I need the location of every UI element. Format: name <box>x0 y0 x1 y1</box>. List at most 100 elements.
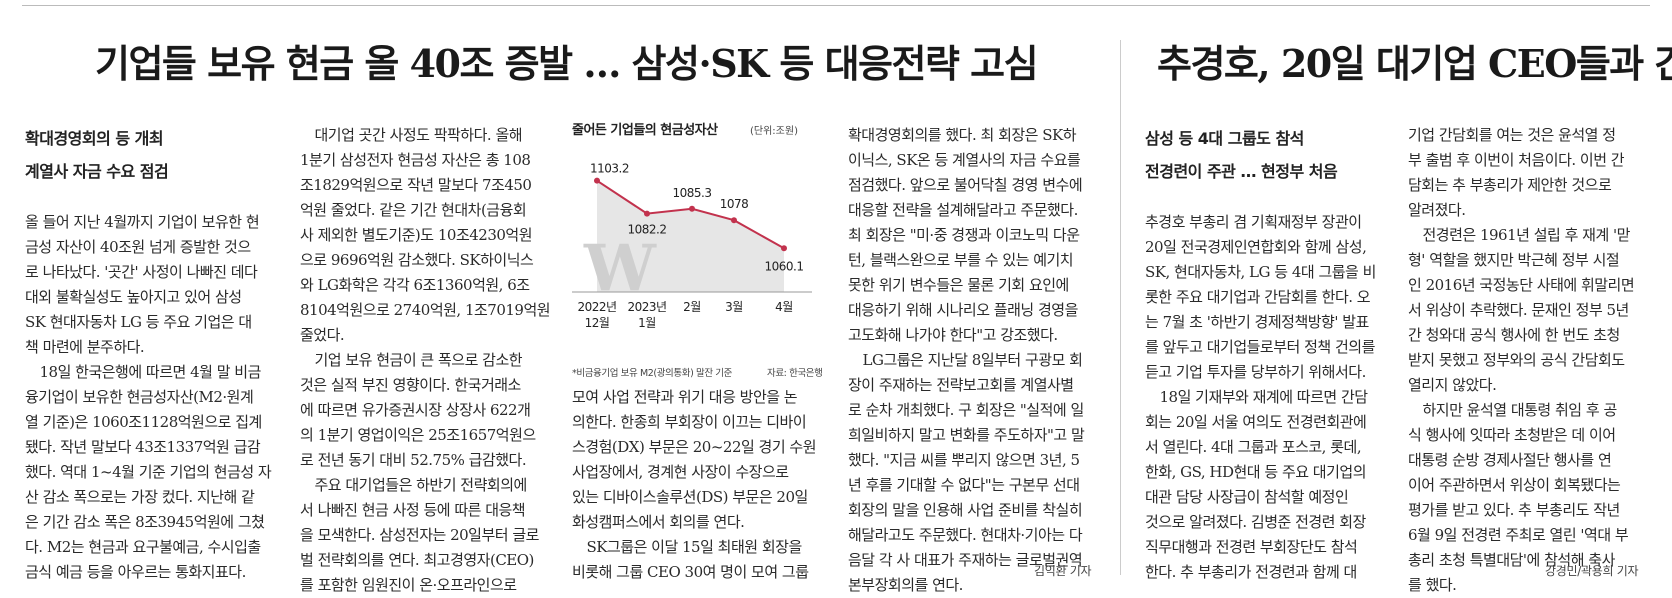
main-subhead-2: 계열사 자금 수요 점검 <box>25 162 169 181</box>
chart-source: 자료: 한국은행 <box>767 367 822 379</box>
text-line: 받지 못했고 정부와의 공식 간담회도 <box>1408 351 1625 369</box>
data-point <box>731 217 737 224</box>
text-line: 산 감소 폭으로는 가장 컸다. 지난해 같 <box>25 488 255 506</box>
text-line: SK, 현대자동차, LG 등 4대 그룹을 비 <box>1145 263 1376 281</box>
text-line: 음달 각 사 대표가 주재하는 글로벌권역 <box>848 551 1083 569</box>
text-line: 식 행사에 잇따라 초청받은 데 이어 <box>1408 426 1616 444</box>
text-line: 주요 대기업들은 하반기 전략회의에 <box>300 476 528 494</box>
text-line: 간 청와대 공식 행사에 한 번도 초청 <box>1408 326 1620 344</box>
text-line: 한화, GS, HD현대 등 주요 대기업의 <box>1145 463 1367 481</box>
text-line: 은 기간 감소 폭은 8조3945억원에 그쳤 <box>25 513 265 531</box>
chart-unit: (단위:조원) <box>750 124 798 137</box>
chart-svg: 줄어든 기업들의 현금성자산 (단위:조원) W 1103.2 1082.2 1085… <box>572 122 823 379</box>
chart-title: 줄어든 기업들의 현금성자산 <box>572 122 718 138</box>
text-line: 확대경영회의를 했다. 최 회장은 SK하 <box>848 126 1077 144</box>
main-subheads: 확대경영회의 등 개최 계열사 자금 수요 점검 <box>25 122 283 188</box>
x-tick-label: 1월 <box>638 316 656 330</box>
data-label: 1060.1 <box>765 259 804 273</box>
side-byline: 강경민/곽용희 기자 <box>1545 564 1639 578</box>
text-line: 했다. "지금 씨를 뿌리지 않으면 3년, 5 <box>848 451 1080 469</box>
text-line: 억원 줄었다. 같은 기간 현대차(금융회 <box>300 201 527 219</box>
text-line: 올 들어 지난 4월까지 기업이 보유한 현 <box>25 213 260 231</box>
text-line: 담회는 추 부총리가 제안한 것으로 <box>1408 176 1612 194</box>
text-line: 한다. 추 부총리가 전경련과 함께 대 <box>1145 563 1357 581</box>
text-line: 대기업 곳간 사정도 팍팍하다. 올해 <box>300 126 523 144</box>
text-line: 20일 전국경제인연합회와 함께 삼성, <box>1145 238 1367 256</box>
text-line: 의 1분기 영업이익은 25조1657억원으 <box>300 426 536 444</box>
top-rule <box>22 5 1650 6</box>
data-point <box>781 245 787 252</box>
text-line: 평가를 받고 있다. 추 부총리도 작년 <box>1408 501 1620 519</box>
data-label: 1082.2 <box>628 223 667 237</box>
text-line: 회장의 말을 인용해 사업 준비를 착실히 <box>848 501 1083 519</box>
data-label: 1078 <box>720 197 749 211</box>
text-line: 를 앞두고 대기업들로부터 정책 건의를 <box>1145 338 1375 356</box>
cash-assets-chart: 줄어든 기업들의 현금성자산 (단위:조원) W 1103.2 1082.2 1085… <box>572 122 830 382</box>
main-col-1-text: 올 들어 지난 4월까지 기업이 보유한 현 금성 자산이 40조원 넘게 증발한… <box>25 210 283 585</box>
text-line: 롯한 주요 대기업과 간담회를 한다. 오 <box>1145 288 1371 306</box>
text-line: SK 현대자동차 LG 등 주요 기업은 대 <box>25 313 252 331</box>
text-line: 기업 간담회를 여는 것은 윤석열 정 <box>1408 126 1616 144</box>
text-line: 알려졌다. <box>1408 201 1466 219</box>
text-line: 대응하기 위해 시나리오 플래닝 경영을 <box>848 301 1078 319</box>
x-tick-label: 12월 <box>585 316 610 330</box>
text-line: 열 기준)은 1060조1128억원으로 집계 <box>25 413 262 431</box>
text-line: 와 LG화학은 각각 6조1360억원, 6조 <box>300 276 530 294</box>
text-line: 는 7월 초 '하반기 경제정책방향' 발표 <box>1145 313 1369 331</box>
text-line: 의한다. 한종희 부회장이 이끄는 디바이 <box>572 413 807 431</box>
text-line: 부 출범 후 이번이 처음이다. 이번 간 <box>1408 151 1625 169</box>
text-line: 대통령 순방 경제사절단 행사를 연 <box>1408 451 1612 469</box>
text-line: 사업장에서, 경계현 사장이 수장으로 <box>572 463 789 481</box>
text-line: 스경험(DX) 부문은 20~22일 경기 수원 <box>572 438 817 456</box>
text-line: 장이 주재하는 전략보고회를 계열사별 <box>848 376 1074 394</box>
column-separator <box>1120 40 1121 575</box>
data-point <box>644 210 650 217</box>
text-line: 것으로 알려졌다. 김병준 전경련 회장 <box>1145 513 1366 531</box>
chart-watermark: W <box>583 231 657 306</box>
main-col-2: 대기업 곳간 사정도 팍팍하다. 올해 1분기 삼성전자 현금성 자산은 총 10… <box>300 123 558 598</box>
side-subhead-1: 삼성 등 4대 그룹도 참석 <box>1145 129 1304 148</box>
data-point <box>594 177 600 184</box>
text-line: 못한 위기 변수들은 물론 기회 요인에 <box>848 276 1069 294</box>
text-line: 해달라고도 주문했다. 현대차·기아는 다 <box>848 526 1083 544</box>
data-label: 1085.3 <box>673 186 712 200</box>
text-line: 로 전년 동기 대비 52.75% 급감했다. <box>300 451 527 469</box>
text-line: 서 열린다. 4대 그룹과 포스코, 롯데, <box>1145 438 1362 456</box>
text-line: 형' 역할을 했지만 박근혜 정부 시절 <box>1408 251 1620 269</box>
text-line: 6월 9일 전경련 주최로 열린 '역대 부 <box>1408 526 1629 544</box>
text-line: 18일 기재부와 재계에 따르면 간담 <box>1145 388 1369 406</box>
text-line: 추경호 부총리 겸 기획재정부 장관이 <box>1145 213 1362 231</box>
text-line: 직무대행과 전경련 부회장단도 참석 <box>1145 538 1358 556</box>
main-byline: 김익환 기자 <box>1034 564 1092 578</box>
text-line: 이닉스, SK온 등 계열사의 자금 수요를 <box>848 151 1081 169</box>
text-line: 것은 실적 부진 영향이다. 한국거래소 <box>300 376 521 394</box>
text-line: 열리지 않았다. <box>1408 376 1497 394</box>
x-tick-label: 2022년 <box>577 300 616 314</box>
data-label: 1103.2 <box>590 162 629 176</box>
chart-area <box>597 180 784 292</box>
x-tick-label: 3월 <box>725 300 743 314</box>
text-line: 금식 예금 등을 아우르는 통화지표다. <box>25 563 246 581</box>
chart-plot: W 1103.2 1082.2 1085.3 1078 1060.1 2022년 12월 202… <box>572 162 812 330</box>
text-line: 있는 디바이스솔루션(DS) 부문은 20일 <box>572 488 808 506</box>
text-line: 대응할 전략을 설계해달라고 주문했다. <box>848 201 1078 219</box>
text-line: 모여 사업 전략과 위기 대응 방안을 논 <box>572 388 798 406</box>
text-line: 다. M2는 현금과 요구불예금, 수시입출 <box>25 538 261 556</box>
text-line: SK그룹은 이달 15일 최태원 회장을 <box>572 538 803 556</box>
text-line: 융기업이 보유한 현금성자산(M2·원계 <box>25 388 254 406</box>
x-tick-label: 4월 <box>775 300 793 314</box>
text-line: 인 2016년 국정농단 사태에 휘말리면 <box>1408 276 1635 294</box>
text-line: 듣고 기업 투자를 당부하기 위해서다. <box>1145 363 1366 381</box>
text-line: 에 따르면 유가증권시장 상장사 622개 <box>300 401 531 419</box>
text-line: 전경련은 1961년 설립 후 재계 '맏 <box>1408 226 1631 244</box>
text-line: 최 회장은 "미·중 경쟁과 이코노믹 다운 <box>848 226 1080 244</box>
text-line: 줄었다. <box>300 326 345 344</box>
text-line: 로 나타났다. '곳간' 사정이 나빠진 데다 <box>25 263 258 281</box>
main-subhead-1: 확대경영회의 등 개최 <box>25 129 164 148</box>
text-line: 점검했다. 앞으로 불어닥칠 경영 변수에 <box>848 176 1083 194</box>
text-line: 하지만 윤석열 대통령 취임 후 공 <box>1408 401 1618 419</box>
